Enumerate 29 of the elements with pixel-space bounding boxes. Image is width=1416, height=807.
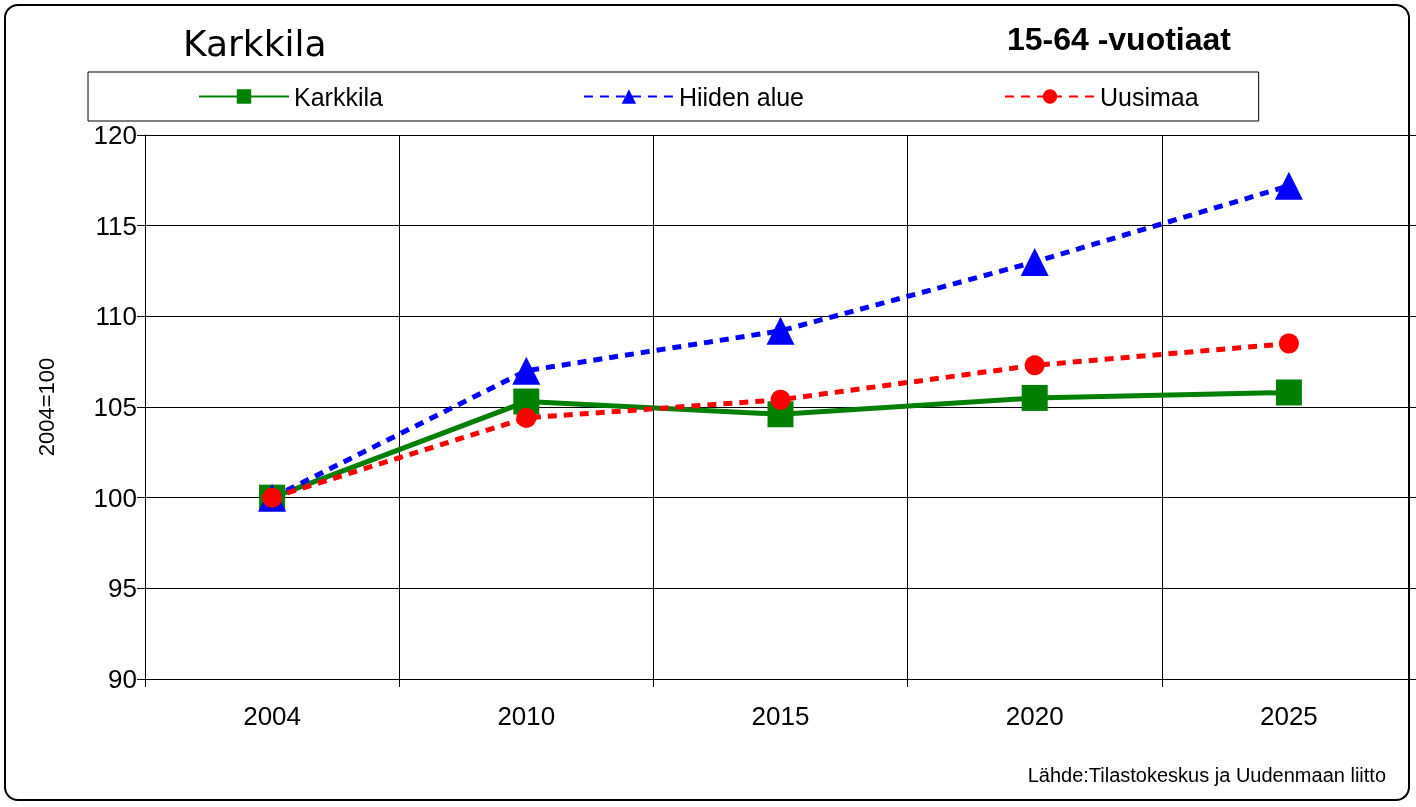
- y-tick-label: 115: [95, 210, 137, 241]
- y-axis-title: 2004=100: [33, 357, 59, 457]
- point: [1020, 247, 1049, 276]
- legend-label: Hiiden alue: [678, 82, 805, 111]
- point: [516, 407, 537, 428]
- x-tick-label: 2025: [1259, 701, 1318, 731]
- legend-label: Uusimaa: [1100, 82, 1199, 111]
- legend-label: Karkkila: [294, 82, 384, 111]
- point: [1274, 171, 1303, 200]
- point: [1278, 333, 1299, 354]
- x-tick-label: 2010: [497, 701, 556, 731]
- point: [1275, 379, 1302, 406]
- y-tick-label: 90: [108, 664, 137, 694]
- y-tick-label: 95: [108, 573, 137, 604]
- point: [766, 316, 795, 345]
- x-tick-label: 2015: [751, 701, 810, 731]
- y-tick-label: 110: [95, 301, 137, 332]
- chart-subtitle: 15-64 -vuotiaat: [1006, 21, 1232, 57]
- y-tick-label: 120: [93, 120, 137, 150]
- text: Lähde:Tilastokeskus ja Uudenmaan liitto: [1027, 764, 1387, 786]
- y-tick-label: 100: [93, 482, 137, 513]
- point: [770, 389, 791, 410]
- point: [1021, 384, 1048, 411]
- x-tick-label: 2004: [243, 701, 302, 731]
- point: [512, 356, 541, 385]
- x-tick-label: 2020: [1005, 701, 1064, 731]
- chart-title: Karkkila: [183, 22, 327, 64]
- point: [1024, 355, 1045, 376]
- y-tick-label: 105: [93, 392, 137, 422]
